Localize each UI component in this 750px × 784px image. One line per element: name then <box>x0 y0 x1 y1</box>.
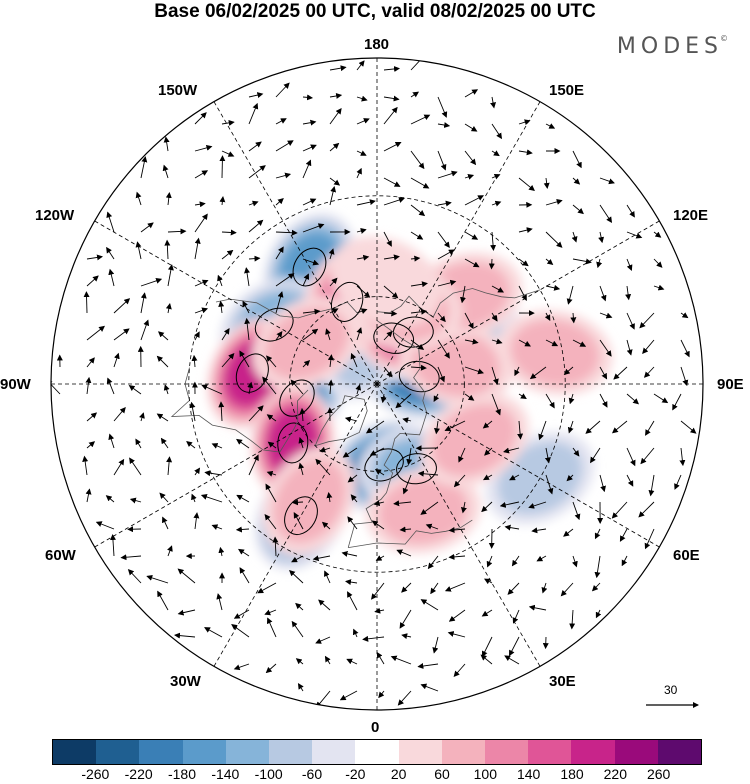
colorbar-tick-label: -260 <box>81 766 109 782</box>
colorbar-segment <box>571 740 614 764</box>
colorbar-segment <box>312 740 355 764</box>
colorbar-segment <box>442 740 485 764</box>
colorbar-segment <box>528 740 571 764</box>
lon-label-150w: 150W <box>158 82 197 99</box>
lon-label-150e: 150E <box>549 82 584 99</box>
lon-label-30e: 30E <box>549 673 576 690</box>
wind-arrow <box>293 502 303 503</box>
colorbar-tick-label: -20 <box>345 766 365 782</box>
lon-label-30w: 30W <box>170 673 201 690</box>
lon-label-90e: 90E <box>717 376 744 393</box>
colorbar-tick-label: 100 <box>474 766 497 782</box>
colorbar-segment <box>615 740 658 764</box>
colorbar-segment <box>183 740 226 764</box>
colorbar-tick-label: 140 <box>517 766 540 782</box>
colorbar-tick-label: 60 <box>434 766 450 782</box>
lon-label-180: 180 <box>364 36 389 53</box>
colorbar-segment <box>658 740 701 764</box>
lon-label-60e: 60E <box>673 547 700 564</box>
wind-arrow <box>86 292 87 313</box>
colorbar-tick-label: 220 <box>604 766 627 782</box>
lon-label-60w: 60W <box>45 547 76 564</box>
colorbar-tick-label: 20 <box>391 766 407 782</box>
colorbar-tick-label: -60 <box>302 766 322 782</box>
colorbar-tick-label: -220 <box>125 766 153 782</box>
colorbar-tick-label: -140 <box>211 766 239 782</box>
colorbar-segment <box>485 740 528 764</box>
colorbar-segment <box>53 740 96 764</box>
lon-label-90w: 90W <box>0 376 31 393</box>
colorbar-segment <box>226 740 269 764</box>
colorbar-tick-label: -100 <box>255 766 283 782</box>
map-disc <box>47 55 703 710</box>
lon-label-120w: 120W <box>35 207 74 224</box>
colorbar-segment <box>399 740 442 764</box>
wind-reference-value: 30 <box>664 683 677 697</box>
colorbar-tick-label: -180 <box>168 766 196 782</box>
lon-label-120e: 120E <box>673 207 708 224</box>
wind-arrow <box>491 259 492 268</box>
colorbar-segment <box>96 740 139 764</box>
colorbar-tick-label: 180 <box>560 766 583 782</box>
colorbar-ticks: -260 -220 -180 -140 -100 -60 -20 20 60 100 140 180 2… <box>0 766 750 784</box>
colorbar <box>52 739 702 765</box>
colorbar-segment <box>269 740 312 764</box>
colorbar-segment <box>355 740 398 764</box>
lon-label-0: 0 <box>371 719 379 736</box>
colorbar-segment <box>139 740 182 764</box>
colorbar-tick-label: 260 <box>647 766 670 782</box>
